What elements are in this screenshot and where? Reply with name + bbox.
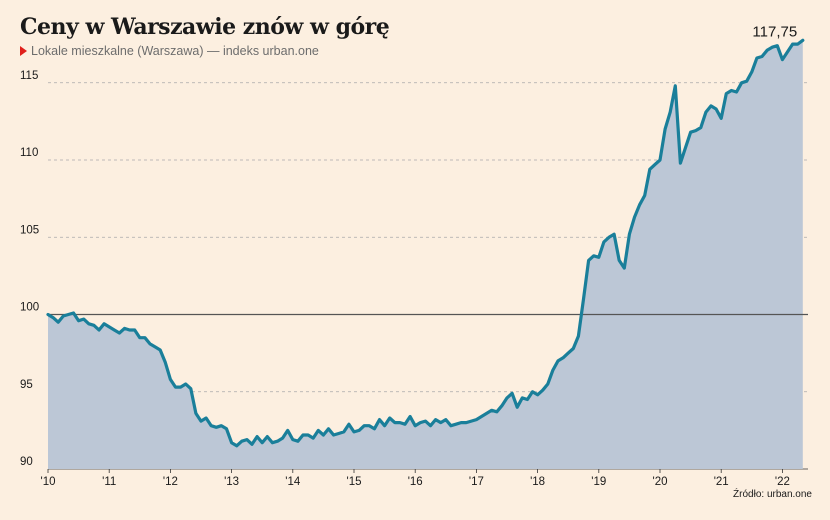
series-marker-icon: [20, 46, 27, 56]
x-tick-label: '18: [530, 476, 545, 488]
y-tick-label: 95: [20, 379, 33, 391]
source-note: Źródło: urban.one: [733, 489, 812, 500]
series-line: [46, 38, 805, 448]
x-tick-label: '16: [408, 476, 423, 488]
last-value-label: 117,75: [752, 23, 797, 40]
x-tick-label: '13: [224, 476, 239, 488]
x-tick-label: '12: [163, 476, 178, 488]
x-tick-label: '20: [653, 476, 668, 488]
series-area: [48, 40, 803, 470]
x-tick-label: '17: [469, 476, 484, 488]
y-tick-label: 105: [20, 224, 39, 236]
chart-title: Ceny w Warszawie znów w górę: [20, 14, 390, 40]
y-tick-label: 110: [20, 147, 38, 159]
x-axis-ticks: '10 '11 '12 '13 '14 '15 '16 '17 '18 '19 '20 '21 '22: [41, 469, 790, 488]
x-tick-label: '11: [102, 476, 116, 488]
x-tick-label: '19: [591, 476, 606, 488]
y-tick-label: 115: [20, 70, 38, 82]
x-tick-label: '15: [347, 476, 362, 488]
chart-subtitle: Lokale mieszkalne (Warszawa) — indeks ur…: [20, 44, 319, 58]
x-tick-label: '22: [775, 476, 790, 488]
x-tick-label: '14: [285, 476, 301, 488]
y-tick-label: 90: [20, 456, 33, 468]
subtitle-text: Lokale mieszkalne (Warszawa) — indeks ur…: [31, 44, 319, 58]
y-axis-ticks: 90 95 100 105 110 115: [20, 70, 39, 468]
x-tick-label: '21: [714, 476, 729, 488]
x-tick-label: '10: [41, 476, 56, 488]
y-tick-label: 100: [20, 302, 39, 314]
